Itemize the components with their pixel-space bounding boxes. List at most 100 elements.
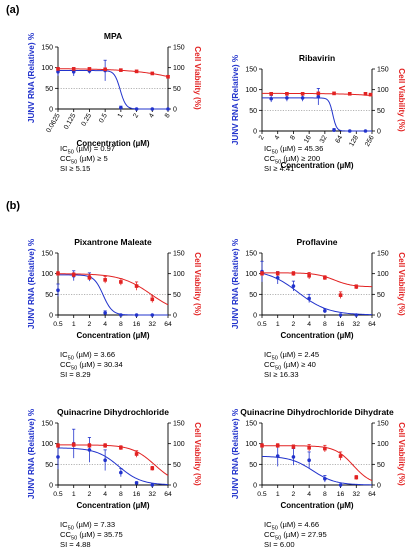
x-tick-label: 0.5 — [257, 491, 267, 498]
si-value: SI ≥ 5.15 — [60, 164, 91, 173]
viability-point — [307, 446, 311, 450]
y-tick-label-left: 150 — [41, 251, 53, 258]
viability-point — [134, 452, 139, 456]
x-tick-label: 64 — [164, 321, 172, 328]
viability-point — [119, 68, 123, 72]
rna-point — [87, 448, 92, 452]
ic50-value: IC50 (µM) = 2.45 — [264, 350, 320, 362]
y-tick-label-left: 150 — [245, 421, 257, 428]
rna-point — [119, 105, 123, 110]
si-value: SI ≥ 4.41 — [264, 164, 295, 173]
viability-point — [103, 278, 107, 282]
y-tick-label-left: 0 — [49, 483, 53, 490]
viability-point — [119, 280, 123, 284]
chart-title: Quinacrine Dihydrochloride Dihydrate — [240, 407, 394, 417]
x-tick-label: 16 — [133, 321, 141, 328]
y-tick-label-right: 0 — [173, 483, 177, 490]
ic50-value: IC50 (µM) = 45.36 — [264, 144, 324, 156]
stats-block: IC50 (µM) = 4.66 CC50 (µM) = 27.95 SI = 6.… — [264, 520, 327, 550]
y-tick-label-left: 50 — [45, 86, 53, 93]
x-tick-label: 32 — [149, 491, 157, 498]
viability-point — [56, 271, 60, 276]
x-tick-label: 32 — [353, 491, 361, 498]
x-tick-label: 2 — [88, 491, 92, 498]
viability-point — [56, 443, 60, 448]
viability-point — [332, 91, 336, 96]
y-tick-label-right: 150 — [377, 67, 389, 74]
y-tick-label-right: 150 — [173, 421, 185, 428]
rna-point — [119, 470, 123, 475]
si-value: SI ≥ 16.33 — [264, 370, 299, 379]
viability-point — [150, 71, 155, 76]
rna-point — [285, 96, 289, 100]
viability-point — [87, 67, 92, 71]
x-tick-label: 8 — [164, 112, 172, 119]
x-tick-label: 16 — [133, 491, 141, 498]
y-tick-label-left: 0 — [253, 483, 257, 490]
y-tick-label-right: 50 — [173, 292, 181, 299]
rna-point — [103, 311, 107, 315]
cc50-value: CC50 (µM) = 30.34 — [60, 360, 123, 372]
rna-point — [71, 70, 76, 74]
rna-point — [307, 458, 311, 463]
x-tick-label: 256 — [364, 134, 376, 148]
chart-title: Quinacrine Dihydrochloride — [57, 407, 169, 417]
y-tick-label-right: 150 — [377, 251, 389, 258]
x-tick-label: 8 — [323, 321, 327, 328]
y-tick-label-right: 0 — [173, 107, 177, 114]
x-tick-label: 0.5 — [53, 491, 63, 498]
viability-fit-curve — [57, 444, 169, 476]
x-tick-label: 8 — [119, 321, 123, 328]
rna-fit-curve — [58, 70, 168, 110]
x-tick-label: 16 — [337, 321, 345, 328]
x-tick-label: 128 — [348, 134, 360, 148]
rna-point — [354, 313, 359, 317]
rna-point — [269, 96, 273, 101]
y-axis-label-right: Cell Viability (%) — [193, 252, 202, 316]
rna-point — [119, 313, 123, 317]
viability-point — [71, 443, 76, 447]
viability-point — [275, 443, 280, 448]
y-tick-label-right: 100 — [173, 441, 185, 448]
viability-point — [291, 445, 296, 449]
y-axis-label-left: JUNV RNA (Relative) % — [27, 408, 36, 499]
viability-point — [291, 271, 296, 276]
viability-point — [338, 454, 343, 458]
panel-label-b: (b) — [6, 200, 21, 212]
y-axis-label-left: JUNV RNA (Relative) % — [27, 238, 36, 329]
rna-point — [316, 94, 321, 99]
y-tick-label-left: 0 — [253, 313, 257, 320]
y-tick-label-left: 0 — [49, 107, 53, 114]
x-tick-label: 4 — [103, 321, 107, 328]
viability-point — [134, 69, 139, 74]
rna-point — [332, 128, 336, 132]
y-tick-label-right: 100 — [377, 87, 389, 94]
x-axis-label: Concentration (µM) — [280, 331, 353, 340]
x-tick-label: 64 — [334, 134, 344, 144]
rna-point — [150, 313, 155, 317]
y-tick-label-left: 50 — [249, 108, 257, 115]
viability-point — [363, 92, 368, 96]
viability-point — [103, 67, 107, 72]
chart-title: Ribavirin — [299, 53, 335, 63]
y-tick-label-right: 50 — [377, 462, 385, 469]
cc50-value: CC50 (µM) ≥ 40 — [264, 360, 316, 372]
rna-fit-curve — [262, 97, 372, 132]
viability-point — [71, 273, 76, 277]
rna-point — [300, 96, 305, 100]
x-tick-label: 0.5 — [257, 321, 267, 328]
y-tick-label-left: 50 — [249, 462, 257, 469]
x-tick-label: 2 — [132, 112, 140, 119]
rna-point — [134, 481, 139, 485]
y-tick-label-right: 0 — [173, 313, 177, 320]
y-tick-label-left: 0 — [253, 129, 257, 136]
rna-point — [323, 309, 327, 313]
cc50-value: CC50 (µM) ≥ 5 — [60, 154, 108, 166]
viability-point — [87, 443, 92, 448]
viability-point — [323, 446, 327, 451]
